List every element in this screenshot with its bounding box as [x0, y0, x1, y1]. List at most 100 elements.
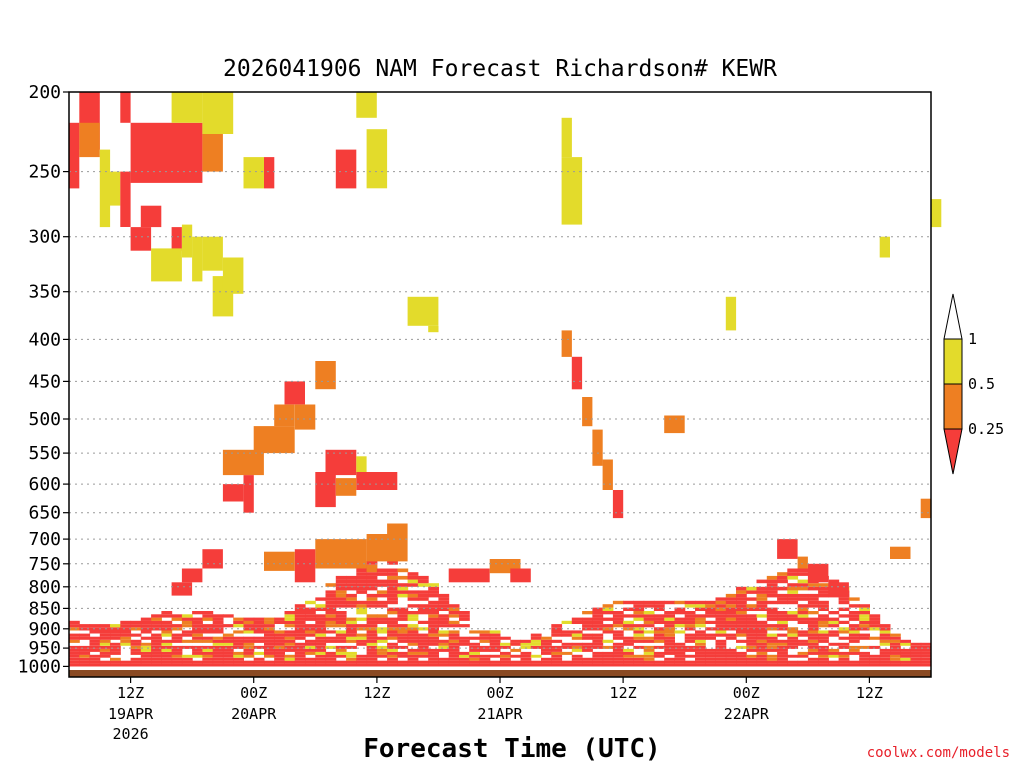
heatmap-cell-bl [766, 617, 778, 621]
heatmap-cell-bl [807, 642, 819, 646]
heatmap-cell-bl [602, 607, 614, 611]
heatmap-cell-bl [787, 645, 799, 649]
heatmap-cell-bl [602, 624, 614, 628]
heatmap-cell-bl [161, 648, 173, 652]
heatmap-cell-bl [479, 657, 491, 661]
heatmap-cell-bl [787, 614, 799, 618]
heatmap-cell-bl [469, 642, 480, 646]
heatmap-cell-bl [140, 617, 152, 621]
heatmap-cell-bl [346, 654, 357, 658]
heatmap-cell-bl [469, 654, 480, 658]
heatmap-cell-bl [417, 633, 429, 637]
heatmap-cell-bl [705, 620, 716, 624]
heatmap-cell-bl [448, 660, 460, 664]
heatmap-cell-bl [746, 630, 758, 634]
heatmap-cell-bl [171, 648, 183, 652]
x-tick-date: 21APR [477, 705, 523, 723]
heatmap-cell-bl [253, 645, 265, 649]
heatmap-cell-bl [366, 620, 378, 624]
heatmap-cell-bl [294, 633, 306, 637]
heatmap-cell-bl [274, 617, 285, 621]
heatmap-cell-bl [592, 617, 604, 621]
heatmap-cell-bl [653, 614, 665, 618]
heatmap-cell [582, 397, 593, 427]
heatmap-cell-bl [253, 657, 265, 661]
heatmap-cell-bl [192, 645, 203, 649]
heatmap-cell-bl [612, 648, 624, 652]
heatmap-cell-bl [715, 663, 727, 667]
heatmap-cell-bl [807, 600, 819, 605]
heatmap-cell-bl [274, 633, 285, 637]
heatmap-cell-bl [797, 630, 809, 634]
heatmap-cell-bl [438, 600, 450, 605]
heatmap-cell-bl [335, 614, 347, 618]
heatmap-cell-bl [582, 617, 593, 621]
heatmap-cell-bl [151, 633, 162, 637]
heatmap-cell-bl [715, 633, 727, 637]
heatmap-cell-bl [797, 642, 809, 646]
heatmap-cell-bl [489, 654, 501, 658]
heatmap-cell-bl [438, 645, 450, 649]
heatmap-cell-bl [243, 648, 255, 652]
heatmap-cell-bl [520, 657, 532, 661]
heatmap-cell-bl [407, 627, 419, 631]
heatmap-cell-bl [582, 624, 593, 628]
heatmap-cell-bl [387, 593, 398, 598]
heatmap-cell-bl [448, 642, 460, 646]
heatmap-cell-bl [777, 586, 788, 591]
heatmap-cell-bl [879, 642, 891, 646]
heatmap-cell-bl [612, 657, 624, 661]
heatmap-cell-bl [787, 597, 799, 601]
heatmap-cell-bl [623, 663, 634, 667]
heatmap-cell-bl [438, 663, 450, 667]
heatmap-cell-bl [890, 633, 901, 637]
heatmap-cell-bl [602, 663, 614, 667]
heatmap-cell-bl [448, 607, 460, 611]
heatmap-cell-bl [756, 620, 768, 624]
heatmap-cell-bl [879, 636, 891, 640]
heatmap-cell-bl [489, 639, 501, 643]
heatmap-cell-bl [479, 654, 491, 658]
heatmap-cell-bl [325, 660, 337, 664]
heatmap-cell-bl [69, 627, 80, 631]
heatmap-cell-bl [602, 627, 614, 631]
heatmap-cell-bl [582, 636, 593, 640]
heatmap-cell-bl [356, 590, 368, 594]
credit-text[interactable]: coolwx.com/models [867, 745, 1010, 761]
heatmap-cell-bl [315, 597, 327, 601]
heatmap-cell-bl [79, 633, 91, 637]
heatmap-cell-bl [818, 660, 829, 664]
heatmap-cell-bl [890, 651, 901, 655]
heatmap-cell-bl [397, 611, 409, 615]
heatmap-cell-bl [284, 660, 296, 664]
heatmap-cell-bl [233, 617, 244, 621]
heatmap-cell-bl [428, 611, 439, 615]
heatmap-cell-bl [623, 657, 634, 661]
heatmap-cell-bl [623, 620, 634, 624]
heatmap-cell-bl [305, 639, 316, 643]
heatmap-cell-bl [335, 633, 347, 637]
heatmap-cell-bl [551, 663, 563, 667]
heatmap-cell-bl [879, 663, 891, 667]
heatmap-cell-bl [428, 604, 439, 608]
heatmap-cell-bl [79, 654, 91, 658]
heatmap-cell-bl [325, 593, 337, 598]
heatmap-cell-bl [653, 604, 665, 608]
heatmap-cell-bl [428, 663, 439, 667]
heatmap-cell-bl [130, 624, 142, 628]
heatmap-cell-bl [376, 648, 388, 652]
heatmap-cell-bl [356, 627, 368, 631]
heatmap-cell-bl [489, 630, 501, 634]
heatmap-cell-bl [407, 583, 419, 587]
heatmap-cell-bl [787, 654, 799, 658]
heatmap-cell-bl [110, 645, 121, 649]
heatmap-cell-bl [438, 593, 450, 598]
heatmap-cell-bl [582, 663, 593, 667]
heatmap-cell-bl [151, 620, 162, 624]
heatmap-cell-bl [653, 633, 665, 637]
heatmap-cell-bl [859, 660, 870, 664]
heatmap-cell-bl [397, 575, 409, 580]
heatmap-cell-bl [818, 633, 829, 637]
heatmap-cell-bl [89, 663, 101, 667]
heatmap-cell-bl [633, 617, 645, 621]
